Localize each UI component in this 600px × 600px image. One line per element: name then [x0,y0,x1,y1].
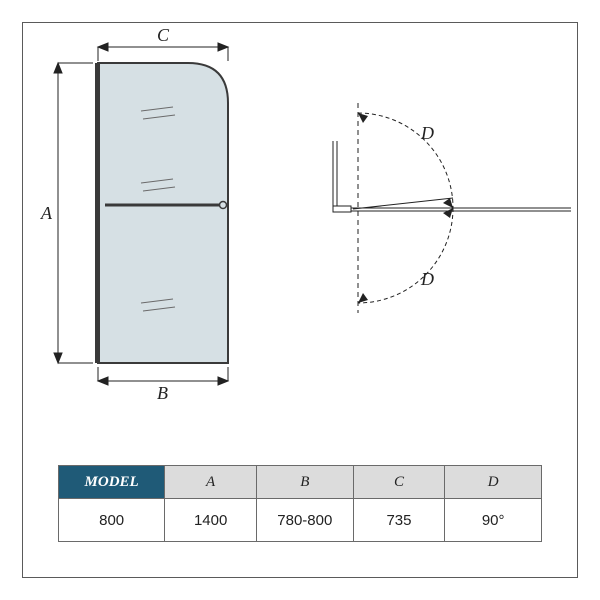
dim-A [54,63,93,363]
label-D-upper: D [420,123,434,143]
wall-lines [333,141,351,212]
spec-table-wrap: MODEL A B C D 800 1400 780-800 735 90° [58,465,542,542]
cell-B: 780-800 [257,499,354,542]
plan-lines [351,198,571,211]
table-header-row: MODEL A B C D [59,466,542,499]
diagram-area: A C B [23,23,577,423]
outer-frame: A C B [22,22,578,578]
col-A: A [165,466,257,499]
cell-model: 800 [59,499,165,542]
col-D: D [445,466,542,499]
arc-lower-arrow2 [358,293,368,303]
arc-lower-arrow1 [443,208,453,218]
hinge-post [95,63,100,363]
col-model: MODEL [59,466,165,499]
arc-upper-arrow2 [443,198,453,208]
dim-C [98,43,228,61]
arc-upper [358,113,453,208]
arc-lower [358,208,453,303]
col-B: B [257,466,354,499]
bar-end-cap [220,202,227,209]
spec-table: MODEL A B C D 800 1400 780-800 735 90° [58,465,542,542]
cell-A: 1400 [165,499,257,542]
cell-D: 90° [445,499,542,542]
tech-drawing-svg: A C B [23,23,579,423]
label-D-lower: D [420,269,434,289]
arc-upper-arrow1 [358,113,368,123]
table-row: 800 1400 780-800 735 90° [59,499,542,542]
label-C: C [157,25,170,45]
label-B: B [157,383,168,403]
cell-C: 735 [353,499,445,542]
col-C: C [353,466,445,499]
label-A: A [40,203,53,223]
